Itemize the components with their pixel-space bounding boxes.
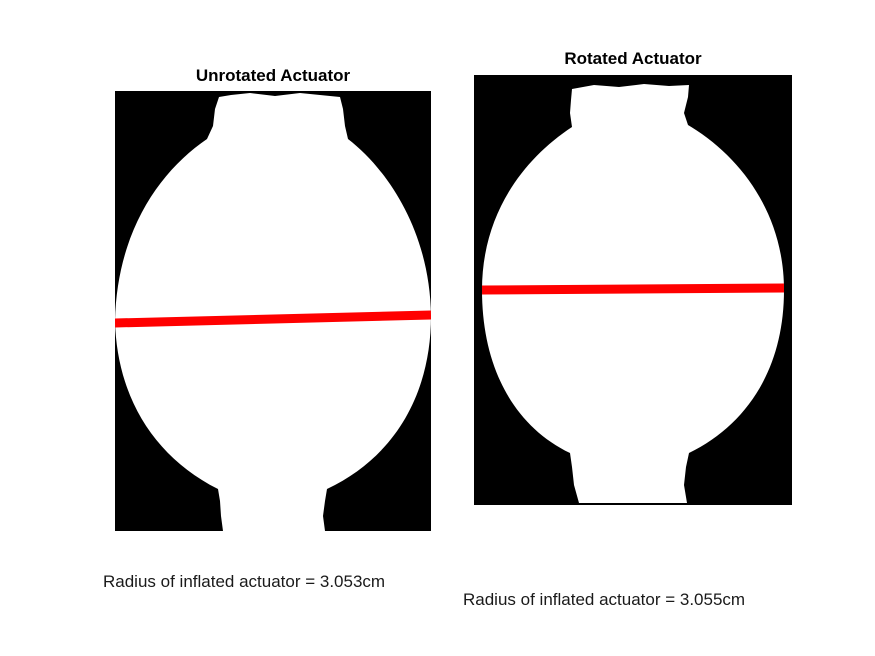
- left-measurement-line: [115, 310, 431, 328]
- left-radius-caption: Radius of inflated actuator = 3.053cm: [103, 572, 386, 591]
- left-actuator-silhouette: [115, 93, 431, 531]
- right-actuator-svg: [481, 84, 785, 503]
- right-panel-title: Rotated Actuator: [564, 49, 702, 68]
- right-radius-caption: Radius of inflated actuator = 3.055cm: [463, 590, 746, 609]
- left-actuator-svg: [115, 93, 431, 531]
- right-actuator-image: [474, 75, 792, 505]
- right-measurement-line: [481, 283, 785, 295]
- left-actuator-image: [115, 91, 431, 531]
- left-panel-title: Unrotated Actuator: [195, 66, 351, 85]
